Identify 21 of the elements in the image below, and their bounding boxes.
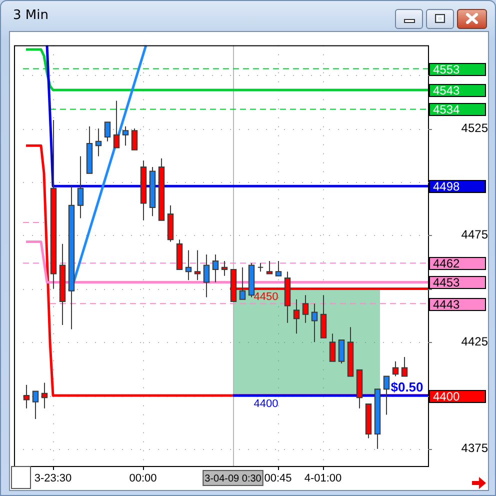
y-tick-label: 4475 (461, 228, 488, 242)
chart-title: 3 Min (13, 8, 48, 23)
y-tick-label: 4425 (461, 334, 488, 348)
x-tick-label: 4-01:00 (304, 472, 342, 485)
x-tick-label: 00:45 (264, 472, 292, 485)
ref-line-label: 3-04-09 0:30 (204, 473, 262, 484)
data-label: 4553 (433, 62, 460, 76)
data-label: 4543 (433, 83, 460, 98)
x-tick-label: 00:00 (129, 472, 157, 485)
y-tick-label: 4525 (461, 120, 488, 135)
data-label: 4450 (254, 291, 278, 304)
annotation: $0.50 (390, 380, 424, 395)
data-label: 4498 (433, 179, 460, 194)
data-label: 4443 (433, 297, 460, 312)
data-label: 4462 (433, 256, 460, 270)
y-tick-label: 4375 (461, 441, 488, 456)
x-tick-label: 3-23:30 (34, 472, 72, 485)
data-label: 4400 (254, 398, 278, 410)
data-label: 4400 (433, 389, 460, 404)
data-label: 4453 (433, 275, 460, 290)
data-label: 4534 (433, 102, 460, 116)
